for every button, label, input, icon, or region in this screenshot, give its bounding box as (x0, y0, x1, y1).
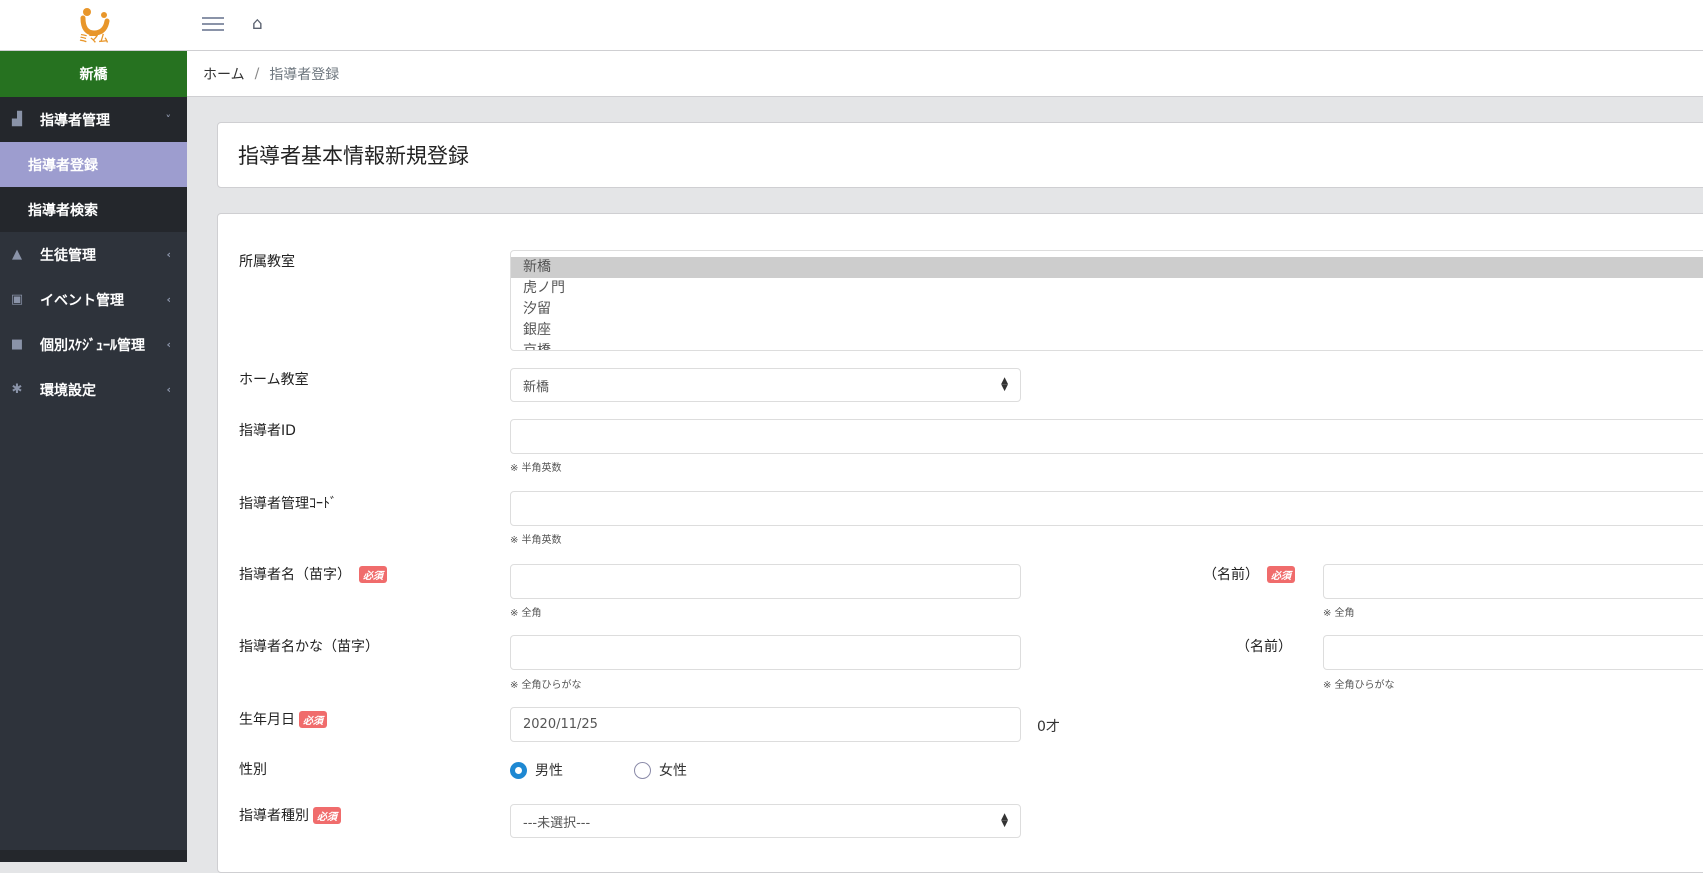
last-name-label-text: 指導者名（苗字） (239, 567, 351, 583)
instructor-type-value: ---未選択--- (523, 815, 591, 831)
required-badge: 必須 (1267, 565, 1295, 583)
management-code-hint: ※ 半角英数 (510, 535, 562, 546)
breadcrumb-home[interactable]: ホーム (203, 66, 245, 83)
required-badge: 必須 (299, 710, 327, 728)
classroom-option[interactable]: 銀座 (523, 322, 551, 338)
management-code-input[interactable] (510, 491, 1703, 526)
first-name-hint: ※ 全角 (1323, 608, 1355, 619)
home-icon[interactable]: ⌂ (252, 14, 263, 34)
instructor-type-label: 指導者種別 必須 (239, 805, 341, 825)
last-name-kana-label: 指導者名かな（苗字） (239, 639, 379, 655)
chevron-left-icon: ‹ (166, 248, 171, 261)
sidebar-item-label: 個別ｽｹｼﾞｭｰﾙ管理 (40, 337, 145, 354)
sidebar-item-schedule-management[interactable]: ■ 個別ｽｹｼﾞｭｰﾙ管理 ‹ (0, 322, 187, 367)
logo-text: ミマム (78, 33, 109, 45)
birthdate-label-text: 生年月日 (239, 712, 295, 728)
graduate-icon: ▲ (12, 247, 22, 262)
birthdate-label: 生年月日 必須 (239, 709, 327, 729)
required-badge: 必須 (359, 565, 387, 583)
sidebar-item-instructor-management[interactable]: ▟ 指導者管理 ˅ (0, 97, 187, 142)
sidebar-item-settings[interactable]: ✱ 環境設定 ‹ (0, 367, 187, 412)
page-title: 指導者基本情報新規登録 (217, 122, 1703, 188)
classroom-option[interactable]: 汐留 (523, 301, 551, 317)
sidebar-item-label: 環境設定 (40, 382, 96, 399)
first-name-kana-label: （名前） (1236, 639, 1292, 655)
age-display: 0才 (1037, 719, 1060, 735)
last-name-kana-input[interactable] (510, 635, 1021, 670)
branch-name: 新橋 (0, 51, 187, 97)
sidebar-item-label: 生徒管理 (40, 247, 96, 264)
breadcrumb: ホーム / 指導者登録 (187, 51, 1703, 97)
sidebar-item-label: 指導者管理 (40, 112, 110, 129)
logo[interactable]: ミマム (0, 0, 187, 51)
gender-option-label: 女性 (659, 763, 687, 779)
select-arrows-icon: ▲ ▼ (1001, 812, 1008, 829)
classroom-option[interactable]: 新橋 (511, 257, 1703, 278)
gender-label: 性別 (239, 762, 267, 778)
gender-radio-female[interactable]: 女性 (634, 760, 687, 780)
radio-checked-icon (510, 761, 527, 779)
first-name-label-text: （名前） (1203, 567, 1259, 583)
gender-radio-male[interactable]: 男性 (510, 760, 563, 780)
select-arrows-icon: ▲ ▼ (1001, 376, 1008, 393)
gender-option-label: 男性 (535, 763, 563, 779)
first-name-kana-input[interactable] (1323, 635, 1703, 670)
last-name-label: 指導者名（苗字） 必須 (239, 564, 387, 584)
classroom-label: 所属教室 (239, 254, 295, 270)
radio-unchecked-icon (634, 761, 651, 779)
chevron-left-icon: ‹ (166, 293, 171, 306)
classroom-option[interactable]: 京橋 (523, 343, 551, 351)
breadcrumb-current: 指導者登録 (269, 66, 340, 83)
chevron-left-icon: ‹ (166, 338, 171, 351)
sidebar-item-instructor-search[interactable]: 指導者検索 (0, 187, 187, 232)
chevron-left-icon: ‹ (166, 383, 171, 396)
sidebar-item-instructor-register[interactable]: 指導者登録 (0, 142, 187, 187)
first-name-input[interactable] (1323, 564, 1703, 599)
logo-icon (80, 7, 109, 35)
home-classroom-label: ホーム教室 (239, 372, 309, 388)
last-name-kana-hint: ※ 全角ひらがな (510, 680, 582, 691)
home-classroom-select[interactable]: 新橋 ▲ ▼ (510, 368, 1021, 402)
calendar-icon: ▣ (10, 292, 24, 307)
chevron-down-icon: ˅ (165, 113, 172, 126)
calendar-filled-icon: ■ (10, 337, 24, 352)
first-name-label: （名前） 必須 (1195, 564, 1295, 584)
last-name-hint: ※ 全角 (510, 608, 542, 619)
classroom-option[interactable]: 虎ノ門 (523, 280, 565, 296)
sidebar: 新橋 ▟ 指導者管理 ˅ 指導者登録 指導者検索 ▲ 生徒管理 ‹ ▣ イベント… (0, 51, 187, 862)
instructor-type-label-text: 指導者種別 (239, 808, 309, 824)
instructor-id-hint: ※ 半角英数 (510, 463, 562, 474)
form-card (217, 213, 1703, 873)
sidebar-item-label: イベント管理 (40, 292, 124, 309)
home-classroom-value: 新橋 (523, 379, 550, 395)
top-bar (0, 0, 1703, 51)
first-name-kana-hint: ※ 全角ひらがな (1323, 680, 1395, 691)
gear-icon: ✱ (11, 382, 23, 397)
sidebar-footer (0, 850, 187, 862)
classroom-listbox[interactable]: 新橋 虎ノ門 汐留 銀座 京橋 (510, 250, 1703, 351)
last-name-input[interactable] (510, 564, 1021, 599)
breadcrumb-separator: / (254, 65, 260, 82)
sidebar-item-event-management[interactable]: ▣ イベント管理 ‹ (0, 277, 187, 322)
management-code-label: 指導者管理ｺｰﾄﾞ (239, 496, 337, 512)
instructor-id-input[interactable] (510, 419, 1703, 454)
sidebar-item-student-management[interactable]: ▲ 生徒管理 ‹ (0, 232, 187, 277)
birthdate-input[interactable]: 2020/11/25 (510, 707, 1021, 742)
required-badge: 必須 (313, 806, 341, 824)
instructor-id-label: 指導者ID (239, 423, 296, 439)
chalkboard-teacher-icon: ▟ (12, 112, 22, 127)
hamburger-icon[interactable] (202, 14, 224, 34)
instructor-type-select[interactable]: ---未選択--- ▲ ▼ (510, 804, 1021, 838)
